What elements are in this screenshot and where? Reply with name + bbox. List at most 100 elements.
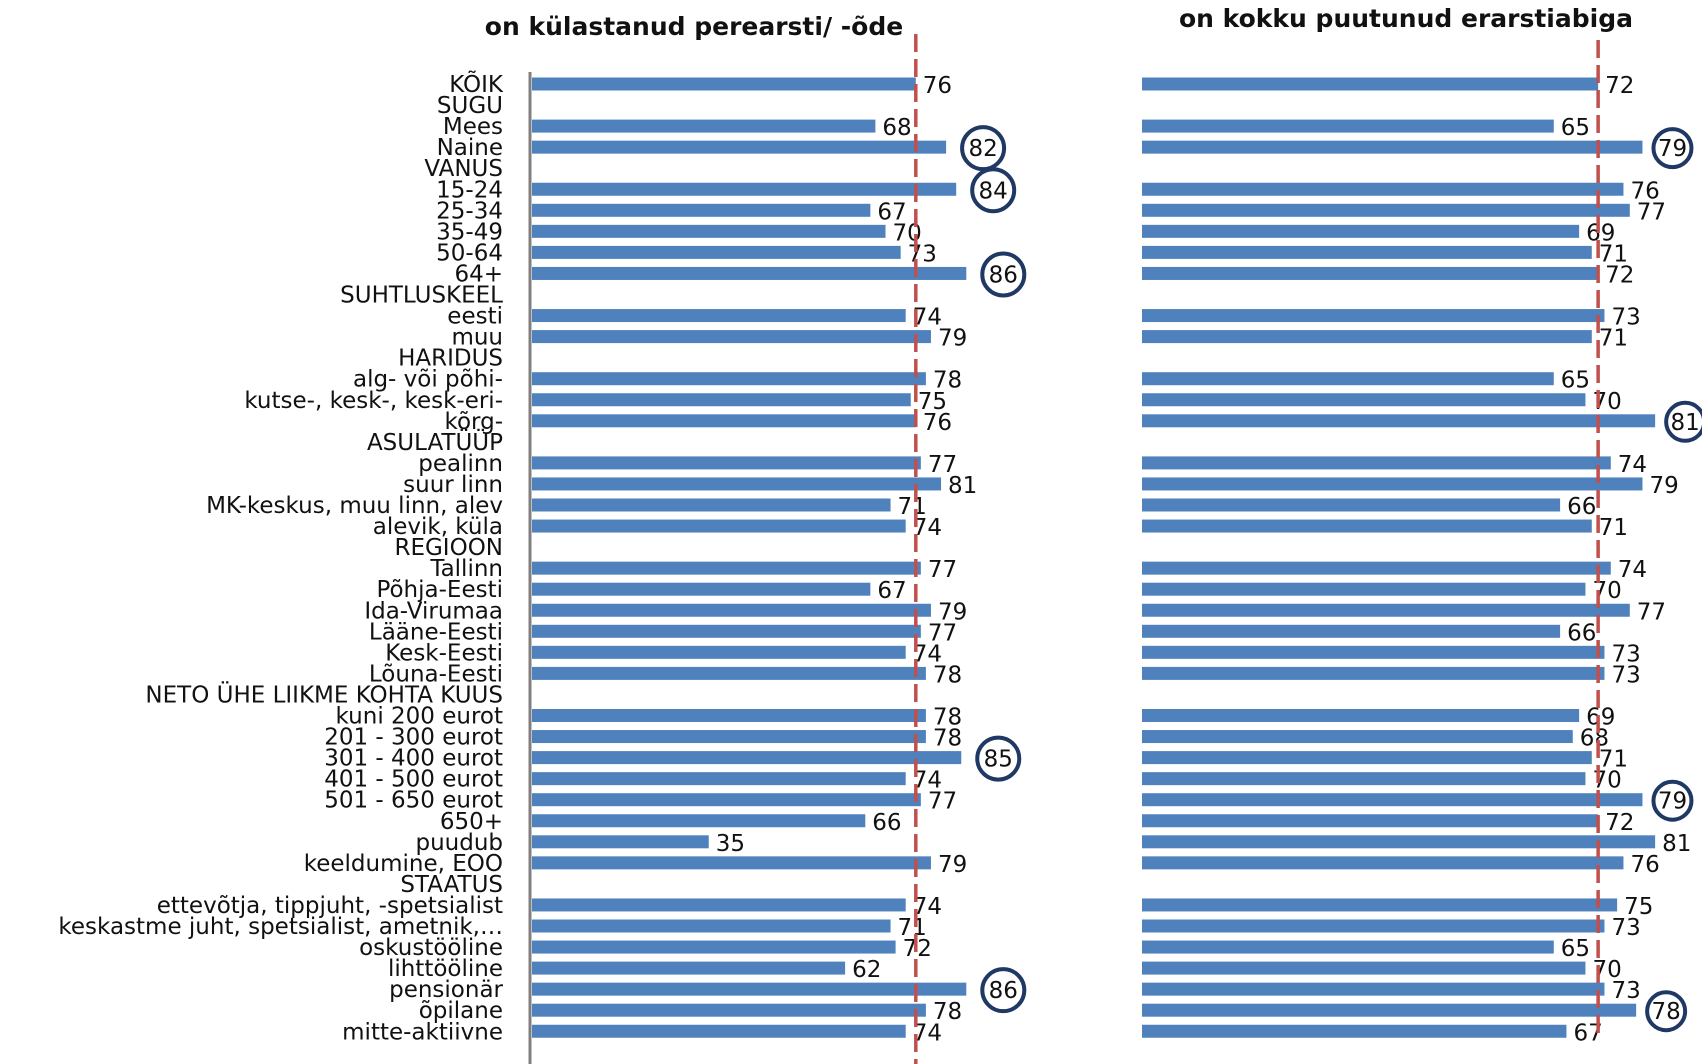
bar [1142, 309, 1605, 323]
bar [532, 919, 891, 933]
bar [532, 456, 921, 470]
category-label: mitte-aktiivne [342, 1019, 503, 1045]
category-label: kutse-, kesk-, kesk-eri- [244, 388, 503, 414]
data-label: 86 [989, 978, 1018, 1004]
category-label: muu [451, 325, 503, 351]
data-label: 77 [928, 557, 957, 583]
category-label: lihttööline [388, 956, 503, 982]
data-label: 74 [1618, 557, 1647, 583]
bar [1142, 140, 1643, 154]
bar [532, 372, 926, 386]
data-label: 76 [923, 410, 952, 436]
data-label: 73 [1611, 305, 1640, 331]
bar [1142, 203, 1630, 217]
category-label: Lõuna-Eesti [369, 661, 503, 687]
bar [1142, 477, 1643, 491]
data-label: 68 [1580, 726, 1609, 752]
category-label: Lääne-Eesti [369, 619, 503, 645]
category-label: pealinn [418, 451, 503, 477]
bar [1142, 940, 1554, 954]
data-label: 72 [1605, 73, 1634, 99]
bar [1142, 330, 1592, 344]
bar [1142, 119, 1554, 133]
bar [532, 624, 921, 638]
bar [532, 561, 921, 575]
bar [1142, 519, 1592, 533]
bar [1142, 456, 1611, 470]
bar [532, 330, 931, 344]
highlight-circle [960, 125, 1007, 172]
data-label: 65 [1561, 936, 1590, 962]
data-label: 71 [898, 915, 927, 941]
data-label: 74 [913, 305, 942, 331]
data-label: 67 [877, 578, 906, 604]
data-label: 66 [1567, 494, 1596, 520]
data-label: 72 [1605, 810, 1634, 836]
highlight-circle [1651, 779, 1694, 822]
bar [1142, 961, 1586, 975]
category-labels: KÕIKSUGUMeesNaineVANUS15-2425-3435-4950-… [58, 69, 504, 1045]
bar [532, 645, 906, 659]
data-label: 79 [1658, 789, 1687, 815]
data-label: 65 [1561, 368, 1590, 394]
data-label: 77 [928, 452, 957, 478]
bar [1142, 498, 1561, 512]
bar [1142, 582, 1586, 596]
data-label: 85 [984, 747, 1013, 773]
data-label: 81 [948, 473, 977, 499]
bar [1142, 561, 1611, 575]
highlight-circle [1664, 400, 1702, 443]
bar [1142, 603, 1630, 617]
bar [1142, 835, 1656, 849]
bar [532, 814, 866, 828]
data-label: 79 [938, 326, 967, 352]
category-label: eesti [447, 304, 503, 330]
bar [532, 793, 921, 807]
data-label: 62 [852, 957, 881, 983]
bar [1142, 182, 1624, 196]
bar [532, 582, 871, 596]
bar [1142, 245, 1592, 259]
bar [1142, 1024, 1567, 1038]
bar [532, 940, 896, 954]
data-label: 77 [928, 789, 957, 815]
bar [1142, 224, 1580, 238]
bar [1142, 645, 1605, 659]
data-label: 73 [1611, 915, 1640, 941]
category-label: suur linn [403, 472, 503, 498]
data-label: 71 [1599, 515, 1628, 541]
category-label: kõrg- [444, 409, 503, 435]
data-label: 84 [979, 178, 1008, 204]
data-label: 69 [1586, 705, 1615, 731]
category-label: pensionär [389, 977, 503, 1003]
bars-left-panel: 7668828467707386747978757677817174776779… [532, 34, 1027, 1064]
category-label: alg- või põhi- [353, 367, 503, 393]
category-label: VANUS [424, 156, 503, 182]
bar [532, 1003, 926, 1017]
category-label: Ida-Virumaa [364, 598, 503, 624]
bar [1142, 1003, 1637, 1017]
data-label: 69 [1586, 220, 1615, 246]
data-label: 76 [1630, 852, 1659, 878]
category-label: NETO ÜHE LIIKME KOHTA KUUS [145, 680, 503, 708]
data-label: 78 [933, 662, 962, 688]
bar [532, 603, 931, 617]
data-label: 73 [908, 241, 937, 267]
data-label: 81 [1662, 831, 1691, 857]
data-label: 73 [1611, 662, 1640, 688]
data-label: 78 [933, 705, 962, 731]
category-label: kuni 200 eurot [336, 704, 503, 730]
highlight-circle [975, 735, 1022, 782]
highlight-circle [1645, 990, 1688, 1033]
data-label: 73 [1611, 641, 1640, 667]
bar [1142, 266, 1599, 280]
category-label: ASULATÜÜP [367, 428, 503, 456]
bar [1142, 982, 1605, 996]
bar [1142, 77, 1599, 91]
bar [532, 856, 931, 870]
data-label: 77 [1637, 599, 1666, 625]
data-label: 72 [1605, 262, 1634, 288]
bar [1142, 372, 1554, 386]
category-label: ettevõtja, tippjuht, -spetsialist [157, 893, 503, 919]
